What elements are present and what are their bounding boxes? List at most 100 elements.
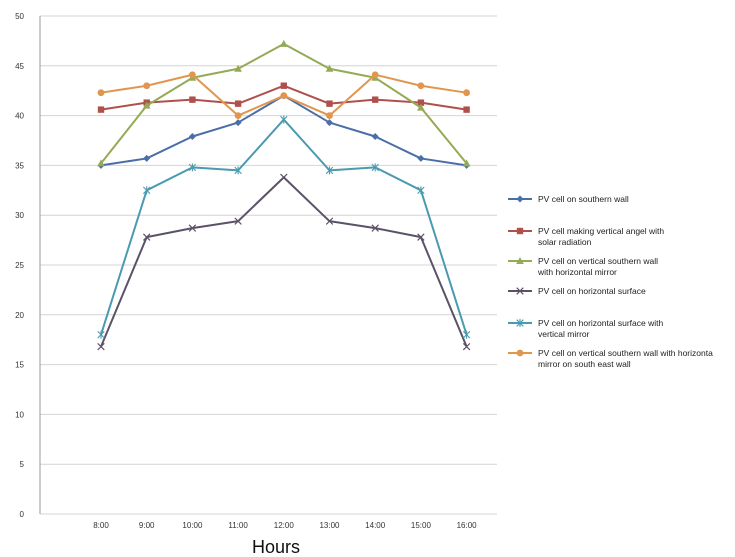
data-point — [462, 342, 471, 351]
data-point — [234, 112, 242, 119]
data-point — [417, 99, 425, 106]
data-point — [280, 115, 288, 124]
y-tick-label: 5 — [20, 460, 25, 469]
y-tick-label: 15 — [15, 361, 24, 370]
data-point — [417, 82, 425, 90]
y-tick-label: 10 — [15, 410, 24, 419]
data-point — [325, 217, 334, 225]
data-point — [463, 106, 470, 113]
x-tick-label: 15:00 — [411, 521, 432, 530]
series-5 — [97, 115, 471, 339]
data-point — [97, 342, 105, 351]
x-tick-label: 12:00 — [274, 521, 295, 530]
x-tick-label: 10:00 — [182, 521, 203, 530]
legend-marker — [516, 227, 524, 235]
series-group — [97, 39, 471, 351]
data-point — [280, 92, 288, 100]
legend-label: PV cell on vertical southern wall with h… — [538, 348, 713, 358]
y-tick-label: 50 — [15, 12, 24, 21]
legend-item: PV cell on horizontal surface withvertic… — [508, 318, 663, 339]
data-point — [417, 154, 425, 162]
y-tick-label: 40 — [15, 112, 24, 121]
legend-label: PV cell on southern wall — [538, 194, 629, 204]
x-axis-title: Hours — [252, 537, 300, 557]
x-tick-label: 8:00 — [93, 521, 109, 530]
y-axis: 0 5 10 15 20 25 30 35 40 45 50 — [15, 12, 41, 519]
data-point — [234, 119, 242, 127]
legend-item: PV cell on vertical southern wall with h… — [508, 348, 713, 369]
legend-marker — [516, 257, 524, 264]
data-point — [189, 71, 196, 79]
legend-marker — [516, 349, 524, 357]
legend-label: PV cell on horizontal surface with — [538, 318, 663, 328]
data-point — [417, 233, 425, 241]
x-tick-label: 14:00 — [365, 521, 386, 530]
data-point — [188, 133, 196, 141]
x-tick-label: 13:00 — [319, 521, 340, 530]
data-point — [143, 82, 151, 90]
data-point — [280, 39, 288, 47]
series-line — [100, 94, 467, 167]
series-4 — [97, 173, 471, 351]
data-point — [325, 64, 334, 72]
data-point — [371, 133, 379, 141]
data-point — [325, 166, 334, 175]
data-point — [234, 217, 242, 225]
gridlines — [40, 15, 497, 515]
data-point — [188, 163, 197, 172]
data-point — [280, 173, 288, 182]
data-point — [97, 159, 105, 167]
data-point — [189, 96, 196, 103]
series-line — [100, 176, 468, 348]
legend-label: PV cell on horizontal surface — [538, 286, 646, 296]
y-tick-label: 30 — [15, 211, 24, 220]
data-point — [462, 159, 471, 167]
data-point — [326, 100, 333, 107]
x-tick-label: 11:00 — [228, 521, 248, 530]
x-axis: 8:00 9:00 10:00 11:00 12:00 13:00 14:00 15:00 16… — [93, 521, 477, 530]
data-point — [97, 106, 105, 113]
data-point — [143, 186, 151, 195]
data-point — [188, 224, 197, 232]
legend-marker — [516, 319, 524, 327]
legend-marker — [516, 287, 524, 295]
legend-label: vertical mirror — [538, 329, 590, 339]
data-point — [326, 119, 333, 127]
series-3 — [97, 39, 471, 167]
data-point — [462, 330, 471, 339]
legend-item: PV cell making vertical angel withsolar … — [508, 226, 664, 247]
x-tick-label: 9:00 — [139, 521, 155, 530]
legend-label: PV cell on vertical southern wall — [538, 256, 658, 266]
data-point — [280, 82, 287, 89]
legend: PV cell on southern wall PV cell making v… — [508, 194, 713, 369]
legend-marker — [516, 195, 524, 203]
data-point — [234, 166, 242, 175]
y-tick-label: 35 — [15, 161, 24, 170]
data-point — [371, 71, 379, 79]
data-point — [371, 224, 379, 232]
data-point — [372, 96, 379, 103]
series-line — [100, 118, 468, 336]
data-point — [142, 233, 151, 241]
data-point — [97, 89, 105, 97]
data-point — [326, 112, 333, 119]
legend-label: mirror on south east wall — [538, 359, 631, 369]
data-point — [417, 186, 425, 195]
legend-label: solar radiation — [538, 237, 592, 247]
y-tick-label: 0 — [20, 510, 25, 519]
y-tick-label: 45 — [15, 62, 24, 71]
legend-item: PV cell on southern wall — [508, 194, 629, 204]
data-point — [371, 163, 379, 172]
x-tick-label: 16:00 — [457, 521, 478, 530]
data-point — [234, 64, 242, 72]
legend-label: PV cell making vertical angel with — [538, 226, 664, 236]
legend-item: PV cell on horizontal surface — [508, 286, 646, 296]
y-tick-label: 20 — [15, 311, 24, 320]
series-6 — [97, 71, 470, 119]
data-point — [463, 89, 470, 97]
series-line — [100, 42, 468, 165]
data-point — [143, 154, 151, 162]
data-point — [417, 103, 425, 111]
